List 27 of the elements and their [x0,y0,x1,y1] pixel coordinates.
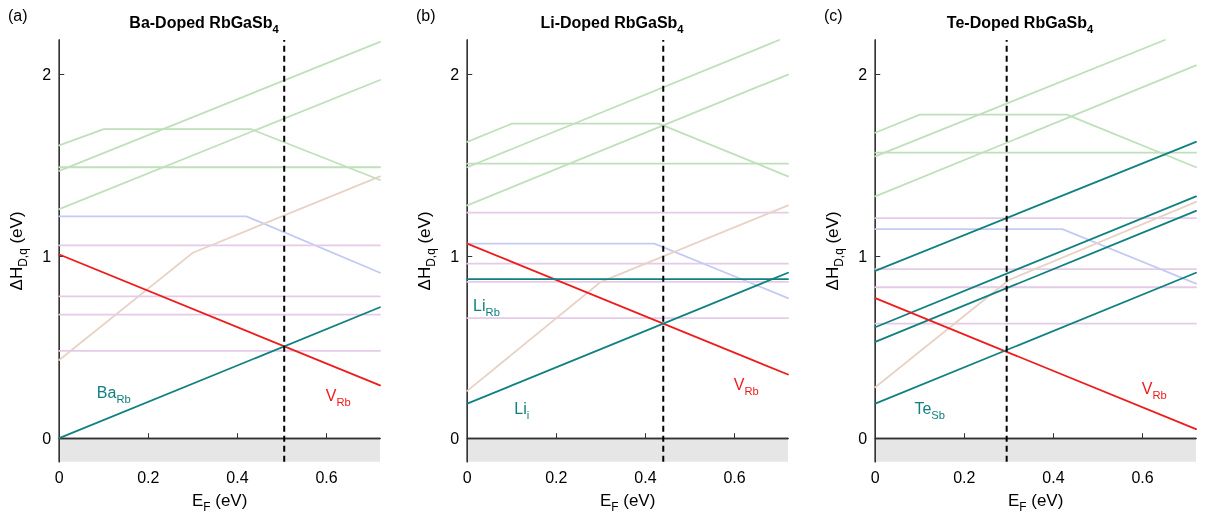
text: (c) [824,7,843,25]
text: (a) [8,7,28,25]
y-tick-label: 0 [42,429,52,447]
y-tick-label: 2 [42,66,52,84]
y-tick-label: 1 [450,247,460,265]
text: (b) [416,7,436,25]
y-tick-label: 2 [450,66,460,84]
x-tick-label: 0 [54,469,64,487]
y-axis-title: ΔHD,q (eV) [415,211,439,291]
y-tick-label: 1 [858,247,868,265]
y-axis-title: ΔHD,q (eV) [7,211,31,291]
x-tick-label: 0.4 [1042,469,1065,487]
y-axis-title: ΔHD,q (eV) [823,211,847,291]
y-tick-label: 1 [42,247,52,265]
y-tick-label: 2 [858,66,868,84]
x-tick-label: 0.2 [545,469,568,487]
y-tick-label: 0 [450,429,460,447]
x-tick-label: 0.6 [1131,469,1154,487]
y-tick-label: 0 [858,429,868,447]
x-tick-label: 0.6 [723,469,746,487]
x-tick-label: 0.2 [953,469,976,487]
x-tick-label: 0 [870,469,880,487]
x-tick-label: 0.2 [137,469,160,487]
x-tick-label: 0.4 [634,469,657,487]
x-tick-label: 0.4 [226,469,249,487]
x-tick-label: 0 [462,469,472,487]
x-tick-label: 0.6 [315,469,338,487]
